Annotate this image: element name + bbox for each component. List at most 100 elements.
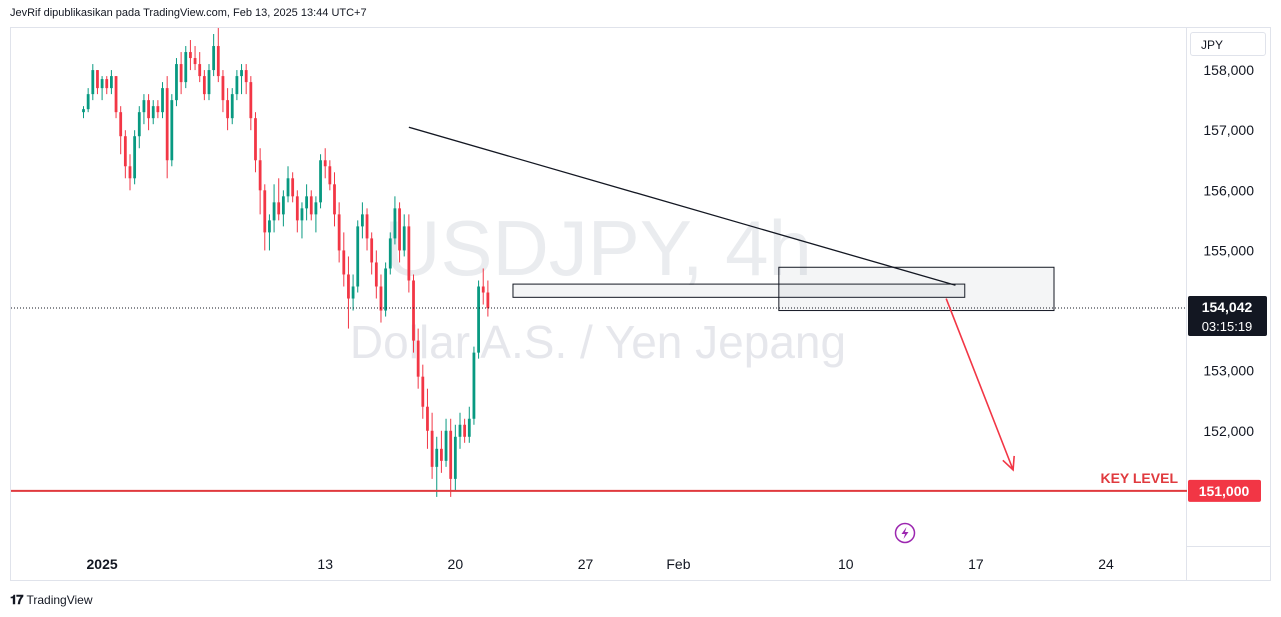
candle-body [170, 100, 174, 161]
candle-body [333, 184, 336, 215]
candle-body [337, 214, 341, 251]
trendline[interactable] [408, 126, 956, 286]
y-tick-label: 152,000 [1203, 423, 1254, 439]
chart-frame[interactable] [10, 27, 1187, 581]
candle-body [105, 79, 109, 89]
candle-body [263, 190, 267, 233]
price-axis[interactable] [1187, 27, 1271, 546]
watermark-description: Dollar A.S. / Yen Jepang [350, 316, 846, 368]
candle-body [477, 286, 480, 353]
candle-body [281, 196, 285, 215]
x-tick-label: 17 [968, 556, 984, 572]
candle-body [323, 160, 327, 167]
candle-body [319, 160, 322, 203]
candle-body [412, 280, 415, 341]
candle-body [342, 250, 346, 275]
candle-body [356, 226, 360, 287]
y-tick-label: 153,000 [1203, 363, 1254, 379]
candle-body [370, 238, 374, 263]
candle-body [207, 70, 211, 95]
candle-body [407, 226, 411, 281]
candle-body [235, 76, 239, 95]
candle-body [161, 88, 164, 113]
current-price-tag: 154,042 03:15:19 [1188, 296, 1267, 337]
footer: 𝟏𝟕 TradingView [10, 592, 93, 608]
candle-body [440, 448, 443, 461]
candle-body [216, 46, 220, 77]
candle-body [309, 196, 313, 215]
candle-body [398, 208, 401, 251]
candle-body [202, 76, 206, 95]
candle-body [221, 76, 225, 101]
lightning-icon[interactable] [894, 522, 916, 544]
candle-body [114, 76, 118, 113]
candle-body [230, 94, 234, 119]
candle-body [198, 64, 202, 77]
candle-body [328, 166, 332, 185]
candle-body [258, 160, 262, 191]
key-level-tag: 151,000 [1188, 479, 1261, 502]
candle-body [347, 274, 350, 299]
candle-body [444, 430, 448, 461]
candle-body [416, 340, 420, 377]
watermark-symbol: USDJPY, 4h [384, 204, 812, 292]
candle-body [123, 136, 127, 167]
candle-body [463, 424, 467, 437]
key-level-label: KEY LEVEL [1100, 470, 1178, 486]
candle-body [351, 286, 355, 299]
y-tick-label: 157,000 [1203, 122, 1254, 138]
x-tick-label: 20 [448, 556, 464, 572]
candle-body [212, 46, 216, 71]
candle-body [128, 166, 132, 179]
x-axis-ticks: 2025 13 20 27 Feb 10 17 24 [87, 556, 1115, 572]
candle-body [86, 94, 90, 110]
countdown-timer: 03:15:19 [1202, 319, 1253, 334]
arrow-shaft [945, 298, 1014, 471]
candle-body [226, 100, 229, 119]
candle-body [458, 424, 462, 437]
candle-body [384, 268, 388, 311]
publisher-header: JevRif dipublikasikan pada TradingView.c… [10, 7, 367, 19]
candle-body [402, 226, 406, 251]
candle-body [426, 406, 429, 431]
y-tick-label: 155,000 [1203, 242, 1254, 258]
currency-label[interactable]: JPY [1190, 32, 1266, 56]
candle-body [486, 292, 490, 309]
x-tick-label: 13 [317, 556, 333, 572]
candle-body [249, 82, 253, 119]
candle-body [277, 202, 281, 215]
candle-body [189, 52, 192, 59]
footer-brand: TradingView [26, 593, 93, 607]
bearish-arrow[interactable] [945, 298, 1015, 472]
arrow-head [1002, 455, 1015, 472]
candle-body [193, 58, 197, 65]
candle-body [374, 262, 378, 287]
candle-body [360, 214, 364, 227]
candle-body [393, 208, 397, 239]
candle-body [119, 112, 123, 137]
candle-body [133, 136, 137, 179]
candle-body [421, 376, 425, 407]
current-price-value: 154,042 [1202, 299, 1253, 315]
candle-body [314, 202, 318, 215]
candle-body [295, 196, 299, 221]
candle-body [365, 214, 369, 239]
candle-body [272, 202, 276, 221]
candle-body [388, 238, 392, 269]
candles [82, 28, 490, 497]
zone-rect[interactable] [512, 283, 966, 298]
candle-body [286, 178, 290, 197]
x-tick-label: 10 [838, 556, 854, 572]
y-tick-label: 156,000 [1203, 182, 1254, 198]
candle-body [156, 106, 160, 113]
candle-body [254, 118, 257, 161]
candle-body [472, 352, 476, 419]
candle-body [481, 286, 485, 293]
key-level-price: 151,000 [1199, 483, 1250, 499]
candle-body [137, 112, 141, 137]
candle-body [467, 418, 471, 437]
candle-body [453, 436, 457, 479]
x-tick-label: 24 [1098, 556, 1114, 572]
candle-body [179, 64, 183, 83]
